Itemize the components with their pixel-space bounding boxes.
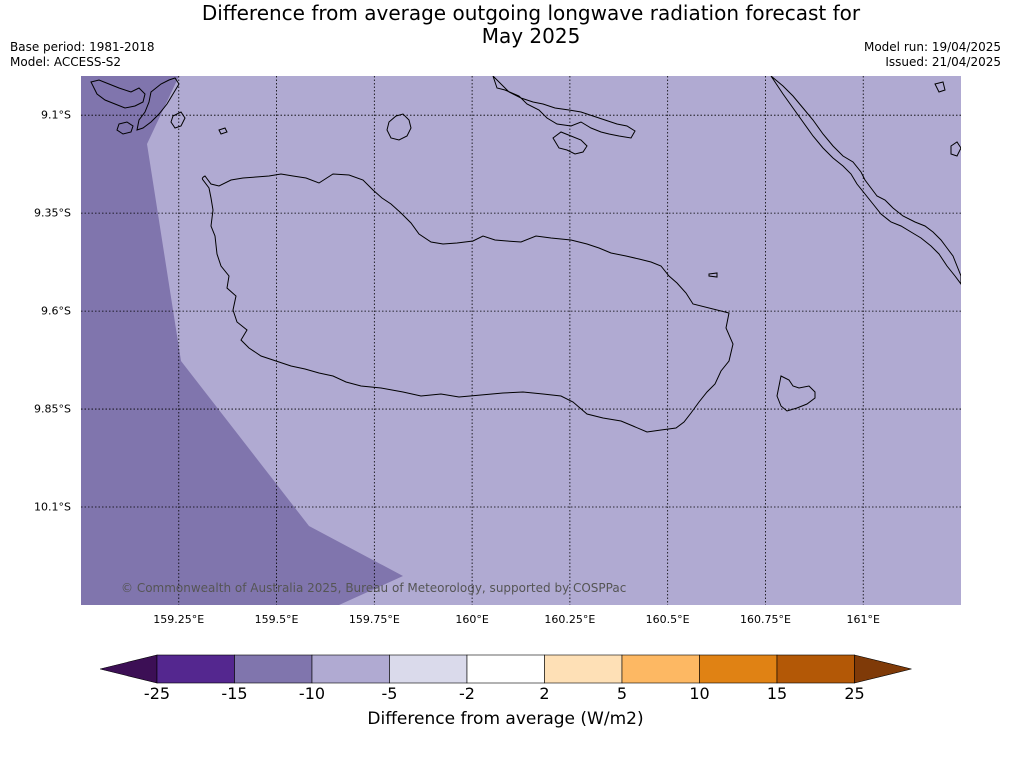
coastline-savo [386, 113, 412, 141]
colorbar-tick-label: 5 [616, 684, 628, 703]
colorbar-segment [621, 654, 700, 684]
meta-right: Model run: 19/04/2025 Issued: 21/04/2025 [864, 40, 1001, 70]
issued-label: Issued: 21/04/2025 [885, 55, 1001, 69]
lon-tick-label: 159.75°E [348, 613, 400, 626]
colorbar-tick-label: -10 [298, 684, 326, 703]
coastline-small-island-1 [116, 121, 134, 135]
colorbar-segment [466, 654, 545, 684]
colorbar-tick-label: -5 [381, 684, 398, 703]
lat-tick-label: 9.1°S [41, 108, 71, 122]
colorbar-tick-label: 2 [539, 684, 550, 703]
gridlines [81, 76, 961, 605]
lat-tick-label: 9.85°S [34, 402, 71, 416]
map-title: Difference from average outgoing longwav… [0, 2, 1011, 48]
coastline-guadalcanal [201, 173, 734, 433]
colorbar-tick-label: 25 [844, 684, 865, 703]
colorbar-over-arrow [854, 654, 912, 684]
colorbar-segment [156, 654, 235, 684]
colorbar-segment [544, 654, 623, 684]
colorbar-segment [311, 654, 390, 684]
lat-tick-label: 9.35°S [34, 206, 71, 220]
lat-tick-label: 10.1°S [34, 500, 71, 514]
coastline-small-island-3 [218, 127, 228, 135]
lon-tick-label: 161°E [846, 613, 880, 626]
colorbar-segment [389, 654, 468, 684]
coastline-malaita [770, 76, 961, 285]
lon-tick-label: 160.25°E [544, 613, 596, 626]
model-run-label: Model run: 19/04/2025 [863, 40, 1001, 54]
colorbar-tick-label: 10 [689, 684, 710, 703]
base-period-label: Base period: 1981-2018 [10, 40, 155, 54]
map-panel[interactable]: © Commonwealth of Australia 2025, Bureau… [81, 76, 961, 605]
colorbar-tick-label: -25 [143, 684, 171, 703]
map-title-line2: May 2025 [481, 24, 581, 48]
lon-tick-label: 159.25°E [153, 613, 205, 626]
colorbar-segment [776, 654, 855, 684]
meta-left: Base period: 1981-2018 Model: ACCESS-S2 [10, 40, 155, 70]
lon-tick-label: 160°E [455, 613, 489, 626]
coastline-small-island-4 [708, 272, 718, 278]
lon-tick-label: 160.5°E [645, 613, 690, 626]
copyright-text: © Commonwealth of Australia 2025, Bureau… [121, 581, 626, 595]
coastline-small-island-5 [934, 81, 946, 93]
map-title-line1: Difference from average outgoing longwav… [201, 1, 861, 25]
lat-tick-label: 9.6°S [41, 304, 71, 318]
coastline-small-island-6 [950, 141, 961, 157]
coastline-northwest-islands-2 [136, 77, 180, 131]
coastline-northwest-islands [90, 79, 146, 109]
lon-tick-label: 160.75°E [739, 613, 791, 626]
colorbar-tick-label: 15 [766, 684, 788, 703]
model-label: Model: ACCESS-S2 [10, 55, 122, 69]
anomaly-region-fill [81, 76, 403, 605]
lon-tick-label: 159.5°E [254, 613, 299, 626]
colorbar-segment [234, 654, 313, 684]
colorbar-tick-label: -15 [221, 684, 248, 703]
colorbar-under-arrow [100, 654, 158, 684]
coastline-small-island-2 [170, 111, 186, 129]
colorbar-segment [699, 654, 778, 684]
coastline-florida-islands [492, 76, 636, 139]
colorbar [100, 654, 912, 684]
colorbar-title: Difference from average (W/m2) [367, 709, 644, 729]
coastline-eastern-spit [776, 375, 816, 412]
colorbar-tick-label: -2 [459, 684, 475, 703]
coastlines [90, 76, 961, 433]
coastline-florida-south [552, 131, 588, 155]
